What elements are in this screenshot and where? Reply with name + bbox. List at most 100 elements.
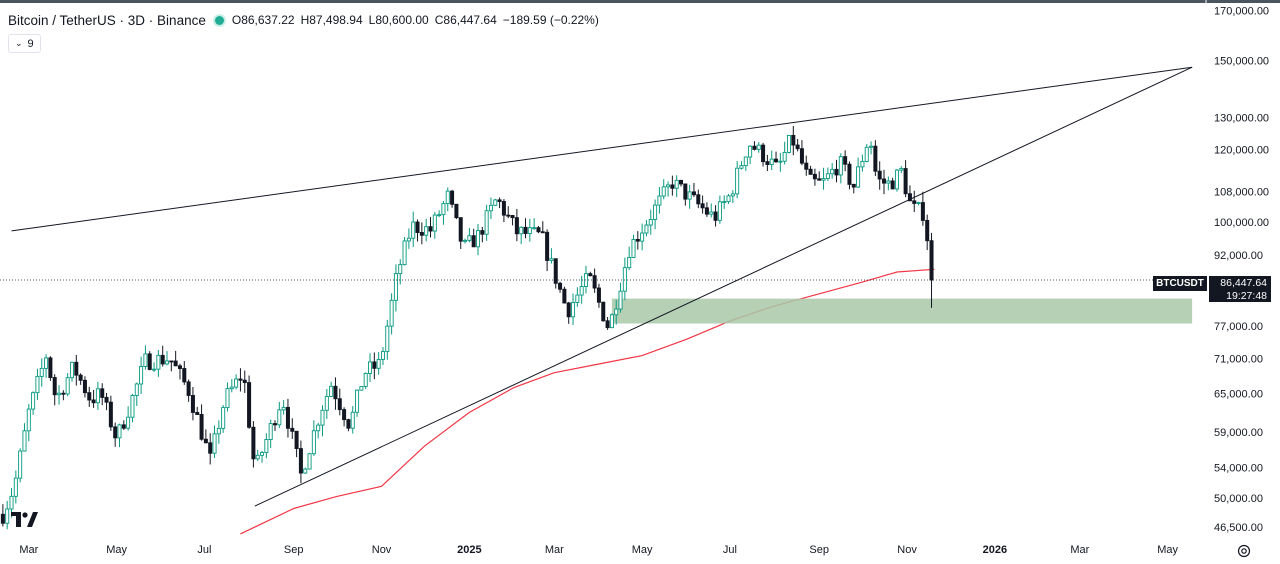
- candle-body: [618, 290, 623, 310]
- candle-body: [821, 178, 826, 181]
- candle-body: [696, 194, 701, 205]
- price-tick-label: 92,000.00: [1214, 250, 1263, 262]
- candle-body: [156, 354, 161, 370]
- gear-icon[interactable]: [1236, 543, 1252, 559]
- candle-body: [406, 237, 411, 242]
- candle-body: [35, 375, 40, 394]
- candle-body: [475, 230, 481, 248]
- bar-countdown: 19:27:48: [1226, 289, 1267, 302]
- candle-body: [786, 134, 791, 153]
- candle-body: [346, 419, 351, 429]
- candle-body: [614, 308, 619, 316]
- candle-body: [506, 214, 511, 217]
- last-price-label: 86,447.64 19:27:48: [1209, 276, 1271, 302]
- candle-body: [372, 361, 377, 369]
- candle-body: [454, 203, 459, 219]
- candle-body: [415, 221, 420, 233]
- candle-body: [359, 386, 364, 391]
- candle-body: [916, 202, 921, 205]
- candle-body: [264, 439, 269, 454]
- candle-body: [717, 201, 722, 221]
- price-axis[interactable]: 170,000.00 150,000.00 130,000.00 120,000.00…: [1205, 0, 1269, 564]
- price-tick-label: 46,500.00: [1214, 522, 1263, 534]
- candle-body: [320, 409, 325, 426]
- time-tick-label: 2025: [457, 544, 481, 556]
- candles-layer: [0, 125, 934, 530]
- support-zone-layer: [611, 298, 1193, 324]
- candle-body: [566, 302, 571, 318]
- candle-body: [177, 365, 182, 369]
- symbol-title[interactable]: Bitcoin / TetherUS · 3D · Binance: [8, 12, 206, 28]
- high-value: 87,498.94: [309, 13, 363, 27]
- candle-body: [117, 424, 122, 439]
- candle-body: [808, 168, 813, 175]
- candle-body: [804, 162, 809, 170]
- candle-body: [52, 377, 57, 396]
- trendlines-layer: [11, 66, 1193, 507]
- candle-body: [13, 477, 18, 497]
- candle-body: [722, 201, 727, 204]
- tradingview-logo-icon[interactable]: [10, 509, 40, 529]
- candle-body: [752, 145, 757, 150]
- candle-body: [609, 314, 614, 329]
- candle-body: [523, 226, 528, 234]
- candle-body: [424, 226, 429, 236]
- candle-body: [877, 170, 882, 180]
- support-zone: [611, 298, 1193, 324]
- candle-body: [160, 354, 165, 365]
- ohlc-open: O86,637.22: [232, 13, 295, 27]
- candle-body: [730, 193, 735, 197]
- candle-body: [666, 184, 671, 188]
- candle-body: [5, 508, 10, 524]
- candle-body: [260, 452, 265, 456]
- candle-body: [549, 258, 554, 261]
- price-tick-label: 50,000.00: [1214, 493, 1263, 505]
- candle-body: [9, 495, 14, 510]
- candle-body: [169, 360, 174, 363]
- candle-body: [281, 406, 286, 411]
- candle-body: [126, 416, 131, 429]
- price-tick-label: 65,000.00: [1214, 389, 1263, 401]
- lower-trendline: [254, 66, 1193, 507]
- candle-body: [311, 430, 316, 455]
- time-tick-label: Mar: [19, 544, 38, 556]
- candle-body: [838, 156, 843, 176]
- candle-body: [739, 165, 744, 169]
- candle-body: [713, 211, 718, 221]
- time-tick-label: May: [106, 544, 127, 556]
- candle-body: [825, 173, 830, 180]
- symbol-price-label: BTCUSDT: [1153, 276, 1207, 291]
- candle-body: [78, 374, 83, 381]
- indicators-toggle-button[interactable]: ⌄ 9: [8, 34, 41, 53]
- candle-body: [450, 190, 455, 205]
- time-tick-label: Nov: [897, 544, 917, 556]
- candle-body: [428, 226, 433, 232]
- candle-body: [389, 299, 394, 327]
- candle-body: [212, 433, 217, 454]
- candle-body: [579, 286, 584, 296]
- candle-body: [493, 199, 498, 206]
- candle-body: [782, 151, 787, 162]
- candle-body: [251, 426, 256, 460]
- candle-body: [48, 357, 53, 378]
- time-axis[interactable]: Mar May Jul Sep Nov 2025 Mar May Jul Sep Nov 2026 Ma…: [19, 544, 1178, 556]
- candle-body: [860, 160, 865, 168]
- candle-body: [778, 160, 783, 163]
- candle-body: [238, 378, 243, 381]
- candle-body: [812, 173, 817, 180]
- candle-body: [203, 438, 208, 444]
- candle-body: [221, 407, 226, 429]
- candle-body: [674, 179, 679, 189]
- open-value: 86,637.22: [241, 13, 295, 27]
- upper-trendline: [11, 66, 1193, 232]
- candle-body: [704, 207, 709, 215]
- candle-body: [761, 144, 766, 163]
- candle-body: [393, 273, 398, 301]
- candle-body: [242, 379, 247, 384]
- candle-body: [337, 398, 342, 411]
- candle-body: [61, 392, 66, 395]
- candle-body: [100, 388, 105, 398]
- candle-body: [195, 411, 200, 415]
- candle-body: [558, 282, 563, 290]
